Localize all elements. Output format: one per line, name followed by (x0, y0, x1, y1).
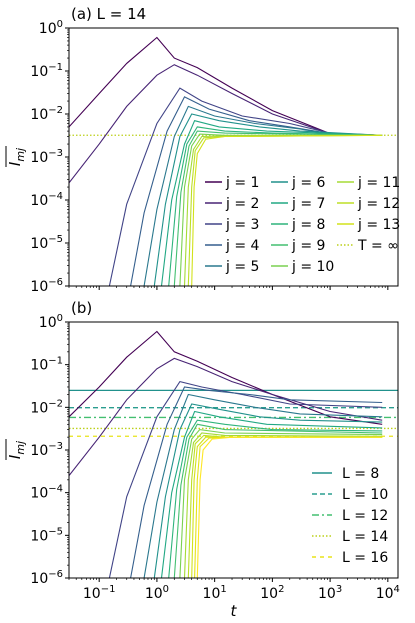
x-tick-label: 100 (145, 584, 169, 602)
y-tick-label: 10−3 (30, 148, 63, 166)
legend-label: j = 12 (357, 196, 400, 212)
x-tick-label: 103 (318, 584, 342, 602)
y-tick-label: 10−5 (30, 234, 63, 252)
legend-label: j = 2 (225, 196, 259, 212)
series-line-10 (183, 432, 383, 578)
x-tick-label: 104 (376, 584, 400, 602)
legend: j = 1 j = 2 j = 3 j = 4 j = 5 j = 6 j = 7 j = 8… (205, 175, 400, 275)
series-line-1 (69, 357, 383, 477)
y-tick-label: 10−4 (30, 484, 63, 502)
x-tick-label: 102 (260, 584, 284, 602)
legend: L = 8 L = 10 L = 12 L = 14 L = 16 (312, 466, 388, 566)
series-line-3 (130, 386, 383, 578)
series-line-2 (108, 87, 383, 286)
y-axis-label: Imj (5, 146, 27, 167)
y-tick-label: 10−6 (30, 569, 63, 587)
legend-label: j = 6 (291, 175, 326, 191)
legend-label: L = 16 (342, 550, 388, 566)
legend-label: j = 9 (291, 238, 325, 254)
y-tick-label: 10−1 (30, 62, 63, 80)
series-line-10 (183, 134, 383, 286)
legend-label: j = 4 (225, 238, 260, 254)
panel-b: 100 10−1 10−2 10−3 10−4 10−5 10−6 10−1 100 101 102… (5, 299, 400, 620)
legend-label: j = 7 (291, 196, 325, 212)
series-line-5 (153, 403, 383, 578)
series-line-5 (153, 113, 383, 286)
x-tick-label: 101 (203, 584, 227, 602)
panel-label: (b) (71, 299, 92, 317)
series-line-14 (196, 436, 383, 578)
svg-text:Imj: Imj (6, 440, 27, 459)
y-tick-label: 10−1 (30, 356, 63, 374)
y-tick-label: 10−6 (30, 277, 63, 295)
series-line-7 (168, 419, 383, 578)
legend-label: j = 1 (225, 175, 259, 191)
y-tick-label: 100 (39, 19, 63, 37)
series-line-9 (179, 133, 383, 286)
series-line-1 (69, 64, 383, 184)
legend-label: L = 12 (342, 508, 388, 524)
series-line-12 (191, 134, 383, 286)
y-axis-label: Imj (5, 439, 27, 460)
series-line-2 (108, 380, 383, 578)
x-tick-label: 10−1 (83, 584, 116, 602)
series-line-7 (168, 126, 383, 286)
series-line-9 (179, 429, 383, 578)
legend-label: j = 8 (291, 217, 325, 233)
legend-label: j = 5 (225, 259, 259, 275)
svg-text:Imj: Imj (6, 147, 27, 166)
y-tick-label: 10−3 (30, 441, 63, 459)
series-line-6 (160, 410, 383, 578)
legend-label: L = 10 (342, 487, 388, 503)
y-tick-label: 10−2 (30, 398, 63, 416)
series-line-4 (143, 393, 383, 578)
series-line-8 (173, 423, 383, 578)
y-tick-label: 10−2 (30, 105, 63, 123)
panel-label: (a) L = 14 (71, 5, 146, 23)
y-tick-label: 100 (39, 313, 63, 331)
series-line-8 (173, 130, 383, 286)
panel-a: 100 10−1 10−2 10−3 10−4 10−5 10−6 (a) L = 14 Imj… (5, 5, 400, 295)
legend-label: j = 10 (291, 259, 334, 275)
y-tick-label: 10−4 (30, 191, 63, 209)
legend-label: j = 3 (225, 217, 259, 233)
legend-label: L = 14 (342, 529, 388, 545)
x-axis-label: t (231, 602, 238, 620)
legend-label: L = 8 (342, 466, 379, 482)
y-tick-label: 10−5 (30, 526, 63, 544)
series-line-6 (160, 120, 383, 286)
series-line-11 (187, 134, 383, 286)
legend-label: T = ∞ (357, 238, 399, 254)
legend-label: j = 11 (357, 175, 400, 191)
series-line-0 (69, 36, 383, 136)
series-line-0 (69, 330, 383, 425)
legend-label: j = 13 (357, 217, 400, 233)
